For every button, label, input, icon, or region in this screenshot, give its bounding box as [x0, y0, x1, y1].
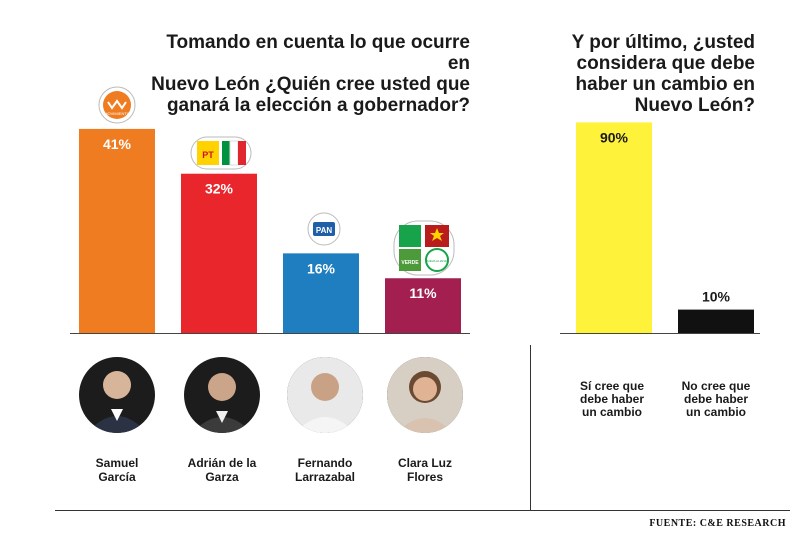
bar-value-label: 10% — [702, 289, 731, 305]
bar-value-label: 90% — [600, 129, 629, 145]
mc-logo-text: MOVIMIENTO — [104, 111, 130, 116]
candidate-name: Fernando Larrazabal — [294, 456, 356, 484]
bar-0-3 — [385, 278, 461, 333]
candidate-name: Samuel García — [95, 456, 139, 484]
bar-1-0 — [576, 122, 652, 334]
bar-1-1 — [678, 309, 754, 333]
bar-value-label: 11% — [409, 285, 437, 301]
pan-logo-text: PAN — [316, 226, 333, 235]
change-bar-chart: 90% 10% — [576, 122, 754, 334]
pan-party-logo: PAN — [307, 212, 341, 251]
mc-party-logo: MOVIMIENTO — [98, 86, 136, 129]
response-label-no: No cree que debe haber un cambio — [681, 379, 751, 419]
pt-pri-party-logos: PT — [190, 136, 252, 175]
footer-rule — [55, 510, 790, 511]
bar-0-0 — [79, 128, 155, 333]
response-label-yes: Sí cree que debe haber un cambio — [579, 379, 645, 419]
bar-value-label: 41% — [103, 136, 132, 152]
candidate-name: Adrián de la Garza — [187, 456, 257, 484]
candidate-photo-clara-luz-flores — [387, 357, 463, 433]
candidates-bar-chart: 41% 32% 16% 11% — [79, 128, 461, 333]
candidate-photo-adrian-de-la-garza — [184, 357, 260, 433]
right-chart-baseline — [560, 333, 760, 334]
pvem-logo — [399, 225, 421, 247]
right-question-title: Y por último, ¿usted considera que debe … — [571, 32, 755, 116]
candidate-photo-samuel-garcia — [79, 357, 155, 433]
bar-0-1 — [181, 173, 257, 333]
pt-logo-text: PT — [202, 150, 214, 160]
left-chart-baseline — [70, 333, 470, 334]
na-logo — [425, 248, 449, 272]
bar-0-2 — [283, 253, 359, 333]
pri-logo — [222, 140, 246, 166]
candidate-name: Clara Luz Flores — [397, 456, 452, 484]
bar-value-label: 32% — [205, 181, 234, 197]
na-logo-text: NUEVA ALIANZA — [425, 259, 448, 263]
section-divider — [530, 345, 531, 510]
pt-logo — [197, 141, 219, 165]
bar-value-label: 16% — [307, 260, 336, 276]
pvem-logo-text: VERDE — [401, 260, 419, 266]
source-credit: FUENTE: C&E RESEARCH — [649, 518, 786, 529]
candidate-photo-fernando-larrazabal — [287, 357, 363, 433]
coalition-party-logos: VERDE NUEVA ALIANZA — [393, 220, 455, 281]
left-question-title: Tomando en cuenta lo que ocurre en Nuevo… — [151, 32, 470, 116]
